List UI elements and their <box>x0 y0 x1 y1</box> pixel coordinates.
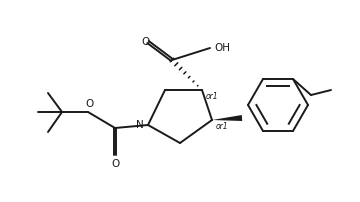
Polygon shape <box>212 115 242 121</box>
Text: or1: or1 <box>206 92 219 101</box>
Text: N: N <box>136 120 144 130</box>
Text: O: O <box>111 159 119 169</box>
Text: O: O <box>85 99 93 109</box>
Text: OH: OH <box>214 43 230 53</box>
Text: or1: or1 <box>216 122 229 131</box>
Text: O: O <box>141 37 149 47</box>
